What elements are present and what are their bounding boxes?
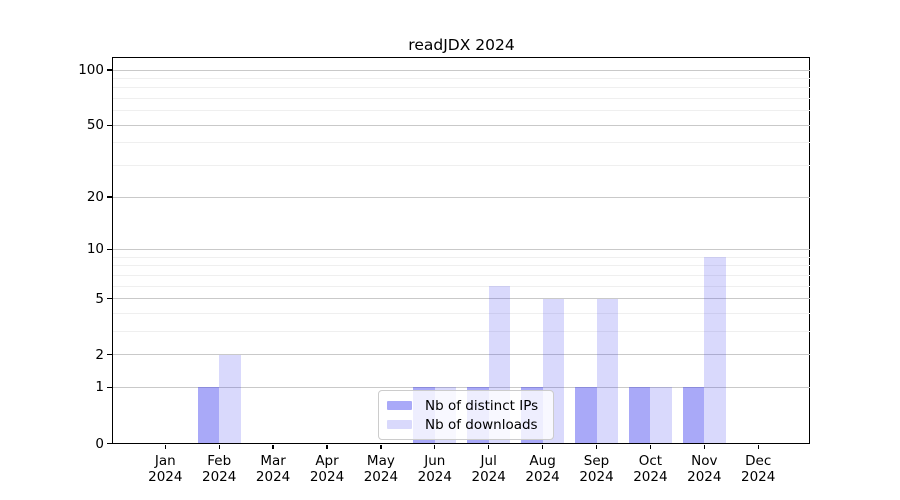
bar-downloads-nov bbox=[704, 257, 726, 444]
minor-gridline bbox=[113, 142, 810, 144]
x-tick-label: Mar 2024 bbox=[255, 453, 291, 485]
x-tick-label: Dec 2024 bbox=[741, 453, 776, 485]
x-tick-label: Nov 2024 bbox=[687, 453, 722, 485]
y-tick-label: 50 bbox=[86, 117, 104, 134]
x-tick-mark bbox=[164, 444, 166, 449]
bar-distinct-ips-sep bbox=[575, 387, 597, 444]
legend: Nb of distinct IPs Nb of downloads bbox=[378, 389, 554, 440]
y-tick-mark bbox=[107, 248, 112, 251]
x-tick-label: Jan 2024 bbox=[148, 453, 183, 485]
major-gridline bbox=[113, 386, 810, 388]
legend-item-distinct-ips: Nb of distinct IPs bbox=[387, 397, 545, 415]
legend-swatch-downloads bbox=[387, 420, 412, 429]
bar-distinct-ips-oct bbox=[628, 387, 651, 444]
minor-gridline bbox=[113, 285, 810, 287]
major-gridline bbox=[113, 298, 810, 299]
y-tick-mark bbox=[107, 442, 112, 445]
x-tick-mark bbox=[541, 444, 544, 449]
minor-gridline bbox=[113, 274, 810, 276]
y-tick-mark bbox=[107, 69, 112, 71]
x-tick-label: Aug 2024 bbox=[525, 453, 560, 485]
x-tick-mark bbox=[326, 444, 328, 449]
chart-title: readJDX 2024 bbox=[408, 36, 515, 54]
y-tick-mark bbox=[107, 196, 112, 198]
y-tick-mark bbox=[107, 353, 112, 356]
y-tick-mark bbox=[107, 386, 112, 389]
minor-gridline bbox=[113, 265, 810, 267]
x-tick-mark bbox=[272, 444, 274, 449]
y-tick-label: 0 bbox=[95, 435, 104, 452]
x-tick-mark bbox=[380, 444, 382, 449]
x-tick-label: Apr 2024 bbox=[309, 453, 345, 485]
minor-gridline bbox=[113, 87, 810, 89]
y-tick-label: 20 bbox=[86, 189, 104, 206]
major-gridline bbox=[113, 69, 810, 71]
x-tick-label: May 2024 bbox=[363, 453, 399, 485]
legend-label-distinct-ips: Nb of distinct IPs bbox=[425, 397, 539, 414]
x-tick-mark bbox=[218, 444, 220, 449]
y-tick-label: 100 bbox=[78, 62, 104, 79]
x-tick-mark bbox=[434, 444, 436, 449]
x-tick-label: Jun 2024 bbox=[417, 453, 452, 485]
major-gridline bbox=[113, 124, 810, 126]
x-tick-label: Feb 2024 bbox=[202, 453, 237, 485]
minor-gridline bbox=[113, 165, 810, 167]
major-gridline bbox=[113, 248, 810, 250]
plot-area bbox=[111, 56, 810, 444]
x-tick-label: Sep 2024 bbox=[579, 453, 614, 485]
minor-gridline bbox=[113, 77, 810, 79]
minor-gridline bbox=[113, 256, 810, 258]
y-tick-label: 2 bbox=[95, 346, 104, 363]
x-tick-mark bbox=[703, 444, 705, 449]
legend-item-downloads: Nb of downloads bbox=[387, 416, 545, 434]
x-tick-mark bbox=[488, 444, 490, 449]
minor-gridline bbox=[113, 98, 810, 100]
x-tick-mark bbox=[595, 444, 598, 449]
major-gridline bbox=[113, 196, 810, 198]
minor-gridline bbox=[113, 110, 810, 112]
legend-swatch-distinct-ips bbox=[387, 401, 412, 410]
bar-downloads-feb bbox=[219, 354, 241, 444]
x-tick-mark bbox=[757, 444, 759, 449]
bar-downloads-oct bbox=[650, 387, 672, 444]
bar-distinct-ips-feb bbox=[197, 387, 220, 444]
legend-label-downloads: Nb of downloads bbox=[425, 416, 538, 433]
bar-downloads-sep bbox=[596, 298, 618, 444]
y-tick-label: 10 bbox=[86, 241, 104, 258]
x-tick-label: Jul 2024 bbox=[471, 453, 506, 485]
x-tick-label: Oct 2024 bbox=[633, 453, 668, 485]
major-gridline bbox=[113, 354, 810, 356]
y-tick-label: 1 bbox=[95, 379, 104, 396]
minor-gridline bbox=[113, 312, 810, 314]
bar-distinct-ips-nov bbox=[682, 387, 705, 444]
x-tick-mark bbox=[649, 444, 652, 449]
y-tick-mark bbox=[107, 297, 112, 300]
y-tick-mark bbox=[107, 124, 112, 127]
minor-gridline bbox=[113, 330, 810, 332]
y-tick-label: 5 bbox=[95, 290, 104, 307]
